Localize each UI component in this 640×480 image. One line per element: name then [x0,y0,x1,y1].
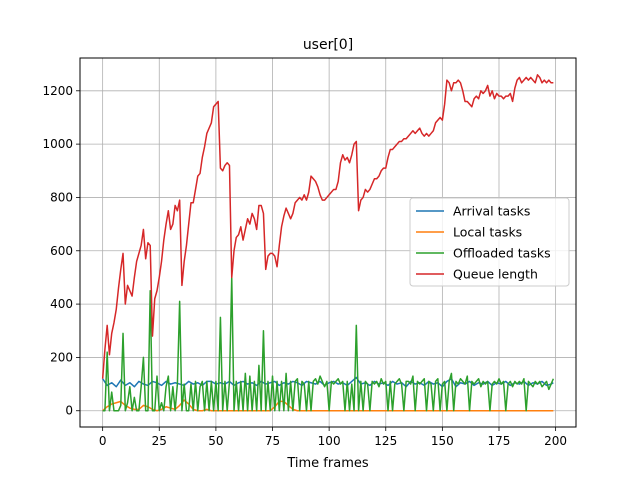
y-tick-label: 200 [50,350,73,364]
plot-frame [79,57,577,428]
x-tick-label: 0 [99,434,107,448]
y-tick-label: 1000 [42,137,73,151]
x-tick-label: 75 [265,434,280,448]
x-tick-label: 125 [374,434,397,448]
x-axis-label: Time frames [286,456,368,471]
x-tick-label: 50 [208,434,223,448]
axis-ticks: 0 25 50 75 100 125 150 175 200 0 200 400 600 800 1000 1… [42,84,567,448]
x-tick-label: 200 [544,434,567,448]
y-tick-label: 600 [50,244,73,258]
y-tick-label: 0 [65,404,73,418]
legend: Arrival tasks Local tasks Offloaded tasks Q… [409,197,570,287]
x-tick-label: 175 [488,434,511,448]
legend-label: Local tasks [453,225,522,240]
series-line-offloaded-tasks [102,276,555,412]
chart-title: user[0] [303,37,353,53]
legend-box [409,197,570,287]
x-tick-label: 150 [431,434,454,448]
series-lines [101,74,555,412]
y-tick-label: 400 [50,297,73,311]
y-tick-label: 800 [50,190,73,204]
x-tick-label: 100 [318,434,341,448]
x-tick-label: 25 [152,434,167,448]
legend-label: Arrival tasks [453,204,530,219]
legend-label: Offloaded tasks [453,246,551,261]
y-tick-label: 1200 [42,84,73,98]
legend-label: Queue length [453,267,538,282]
series-line-queue-length [101,74,554,379]
